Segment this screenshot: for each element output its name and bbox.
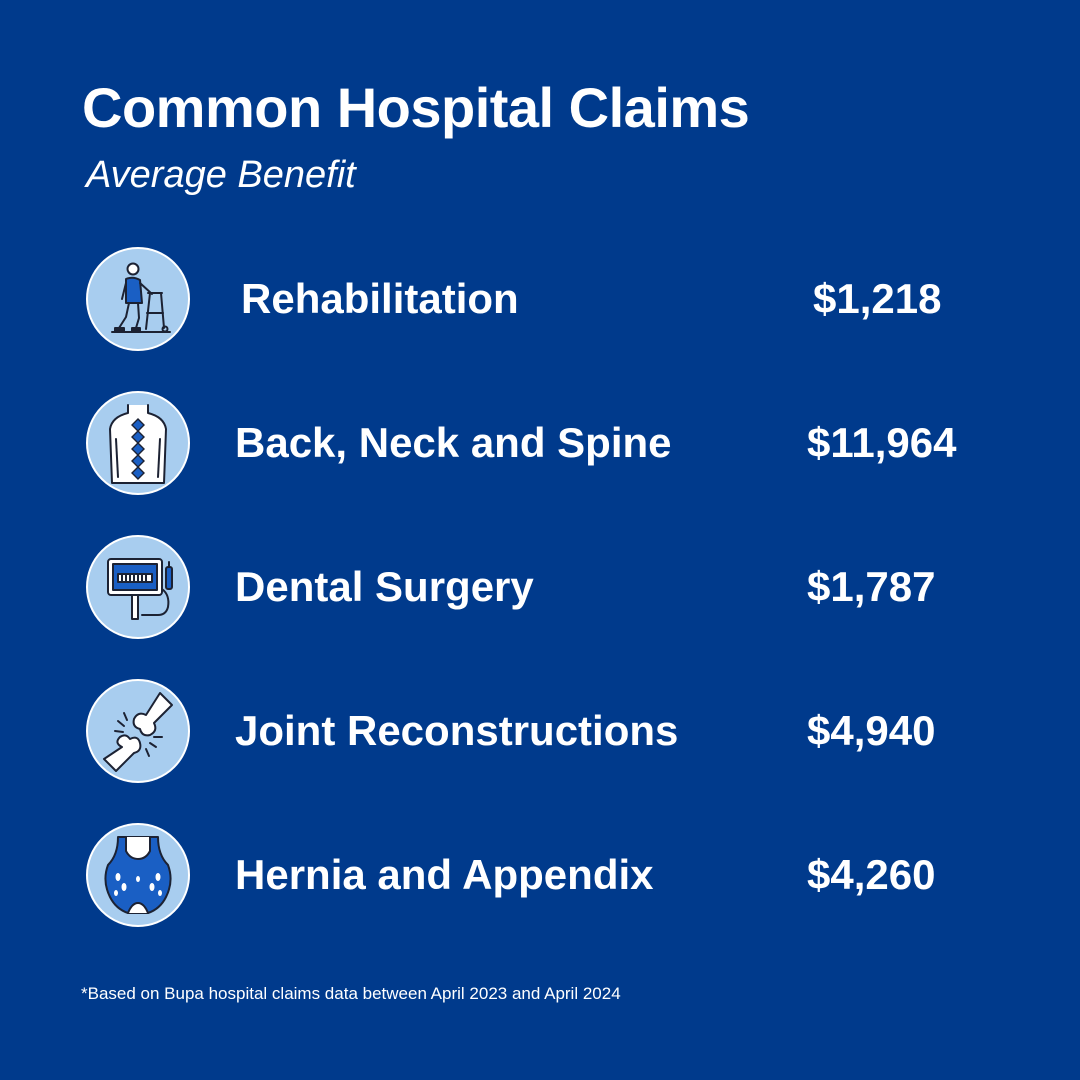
claim-label: Rehabilitation <box>241 275 519 322</box>
dental-monitor-icon <box>86 535 190 639</box>
claim-value: $11,964 <box>807 419 957 466</box>
claim-row-back-neck-spine: Back, Neck and Spine $11,964 <box>86 391 1046 495</box>
joint-bone-icon <box>86 679 190 783</box>
page-subtitle: Average Benefit <box>86 154 356 196</box>
footnote: *Based on Bupa hospital claims data betw… <box>81 984 621 1003</box>
claim-row-joint-reconstructions: Joint Reconstructions $4,940 <box>86 679 1046 783</box>
claim-label: Joint Reconstructions <box>235 707 679 754</box>
claim-value: $4,940 <box>807 707 936 754</box>
claim-value: $4,260 <box>807 851 936 898</box>
abdomen-icon <box>86 823 190 927</box>
claim-value: $1,218 <box>813 275 942 322</box>
claim-label: Hernia and Appendix <box>235 851 654 898</box>
claim-row-hernia-appendix: Hernia and Appendix $4,260 <box>86 823 1046 927</box>
claim-label: Back, Neck and Spine <box>235 419 672 466</box>
claim-row-dental-surgery: Dental Surgery $1,787 <box>86 535 1046 639</box>
claim-row-rehabilitation: Rehabilitation $1,218 <box>86 247 1046 351</box>
spine-icon <box>86 391 190 495</box>
walker-person-icon <box>86 247 190 351</box>
page-title: Common Hospital Claims <box>82 76 750 139</box>
claim-label: Dental Surgery <box>235 563 534 610</box>
claim-value: $1,787 <box>807 563 936 610</box>
